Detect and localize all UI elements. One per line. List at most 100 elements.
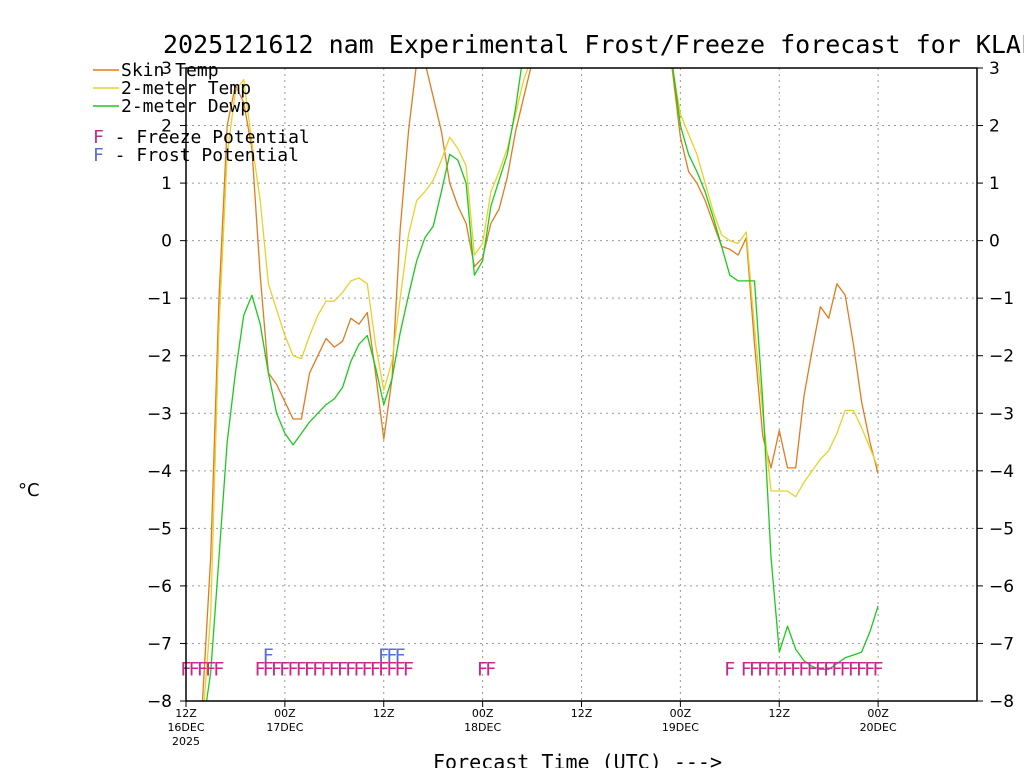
- freeze-flag: F: [815, 659, 826, 681]
- freeze-flag: F: [831, 659, 842, 681]
- freeze-flag: F: [362, 659, 373, 681]
- freeze-flag: F: [255, 659, 266, 681]
- freeze-flag: F: [205, 659, 216, 681]
- y-ticks-right: 3 2 1 0 −1 −2 −3 −4 −5 −6 −7 −8: [977, 59, 1014, 712]
- freeze-flag: F: [197, 659, 208, 681]
- x-tick-label: 00Z: [867, 707, 889, 720]
- y-tick-label: −3: [989, 404, 1014, 424]
- y-tick-label: −8: [147, 692, 172, 712]
- x-tick-label: 00Z: [670, 707, 692, 720]
- freeze-flag: F: [782, 659, 793, 681]
- y-tick-label: −1: [147, 289, 172, 309]
- x-axis-label: Forecast Time (UTC) --->: [433, 750, 722, 768]
- freeze-flag: F: [329, 659, 340, 681]
- freeze-flag: F: [263, 659, 274, 681]
- y-tick-label: −1: [989, 289, 1014, 309]
- freeze-flag: F: [799, 659, 810, 681]
- freeze-flag: F: [485, 659, 496, 681]
- freeze-flag: F: [823, 659, 834, 681]
- freeze-flag: F: [864, 659, 875, 681]
- freeze-flag: F: [189, 659, 200, 681]
- y-tick-label: −8: [989, 692, 1014, 712]
- frost-flag: F: [387, 645, 398, 667]
- y-tick-label: −2: [147, 347, 172, 367]
- freeze-flag: F: [304, 659, 315, 681]
- freeze-flag: F: [807, 659, 818, 681]
- plot-frame: [185, 67, 978, 702]
- series-line-2-meter-temp: [203, 68, 879, 701]
- y-tick-label: −3: [147, 404, 172, 424]
- freeze-flag: F: [345, 659, 356, 681]
- y-tick-label: 2: [161, 117, 172, 137]
- freeze-flag: F: [749, 659, 760, 681]
- legend-entry: Skin Temp: [121, 60, 219, 81]
- x-tick-label: 00Z: [274, 707, 296, 720]
- x-tick-date: 16DEC: [167, 721, 204, 734]
- x-tick-label: 12Z: [373, 707, 395, 720]
- y-tick-label: −5: [989, 519, 1014, 539]
- flag-legend-char: F: [93, 145, 104, 166]
- x-tick-date: 20DEC: [860, 721, 897, 734]
- freeze-flag: F: [213, 659, 224, 681]
- series-line-2-meter-dewp: [205, 68, 879, 701]
- x-tick-label: 12Z: [175, 707, 197, 720]
- y-tick-label: −4: [989, 462, 1014, 482]
- freeze-flag: F: [840, 659, 851, 681]
- freeze-flag: F: [757, 659, 768, 681]
- y-axis-label: °C: [18, 480, 40, 501]
- x-tick-date: 17DEC: [266, 721, 303, 734]
- y-tick-label: 3: [161, 59, 172, 79]
- y-tick-label: 1: [161, 174, 172, 194]
- freeze-flag: F: [312, 659, 323, 681]
- freeze-flag: F: [288, 659, 299, 681]
- freeze-flag: F: [790, 659, 801, 681]
- y-tick-label: 3: [989, 59, 1000, 79]
- x-tick-year: 2025: [172, 735, 200, 748]
- flag-legend-text: - Freeze Potential: [104, 127, 310, 148]
- y-tick-label: 0: [989, 232, 1000, 252]
- y-tick-label: 0: [161, 232, 172, 252]
- flag-legend-entry: F - Frost Potential: [93, 145, 299, 166]
- x-tick-date: 19DEC: [662, 721, 699, 734]
- freeze-flag: F: [354, 659, 365, 681]
- freeze-flag: F: [296, 659, 307, 681]
- y-tick-label: −2: [989, 347, 1014, 367]
- y-ticks-left: 3 2 1 0 −1 −2 −3 −4 −5 −6 −7 −8: [147, 59, 186, 712]
- freeze-flag: F: [387, 659, 398, 681]
- series-line-skin-temp: [201, 68, 879, 701]
- freeze-flag: F: [370, 659, 381, 681]
- freeze-flag: F: [477, 659, 488, 681]
- frost-flag: F: [395, 645, 406, 667]
- y-tick-label: −7: [989, 634, 1014, 654]
- freeze-flag: F: [321, 659, 332, 681]
- freeze-flag: F: [337, 659, 348, 681]
- y-tick-label: −5: [147, 519, 172, 539]
- x-tick-label: 00Z: [472, 707, 494, 720]
- y-tick-label: −4: [147, 462, 172, 482]
- freeze-flag: F: [774, 659, 785, 681]
- freeze-flag: F: [856, 659, 867, 681]
- freeze-flag: F: [741, 659, 752, 681]
- grid: [186, 68, 977, 701]
- frost-flag: F: [378, 645, 389, 667]
- flag-legend-entry: F - Freeze Potential: [93, 127, 310, 148]
- flag-legend-char: F: [93, 127, 104, 148]
- freeze-flag: F: [395, 659, 406, 681]
- y-tick-label: −6: [147, 577, 172, 597]
- freeze-flag: F: [271, 659, 282, 681]
- freeze-flag: F: [724, 659, 735, 681]
- freeze-flag: F: [873, 659, 884, 681]
- x-tick-label: 12Z: [571, 707, 593, 720]
- y-tick-label: −6: [989, 577, 1014, 597]
- freeze-flag: F: [279, 659, 290, 681]
- freeze-flag: F: [403, 659, 414, 681]
- series-lines: [201, 68, 879, 701]
- x-tick-date: 18DEC: [464, 721, 501, 734]
- y-tick-label: 2: [989, 117, 1000, 137]
- y-tick-label: −7: [147, 634, 172, 654]
- frost-flag: F: [263, 645, 274, 667]
